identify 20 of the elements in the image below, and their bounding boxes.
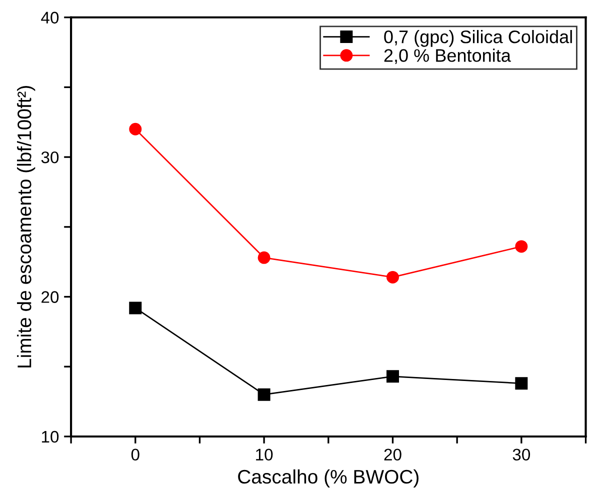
y-tick-label: 40 [41,12,59,24]
point [386,370,399,383]
point [129,122,142,136]
x-tick-label: 30 [512,448,530,461]
point [129,302,142,314]
x-tick-label: 0 [131,448,140,461]
legend-label: 2,0 % Bentonita [384,48,511,64]
y-tick-label: 30 [41,151,59,164]
x-tick-label: 20 [384,448,402,461]
legend-label: 0,7 (gpc) Silica Coloidal [384,30,572,47]
y-tick-label: 20 [42,291,59,303]
x-axis-title: Cascalho (% BWOC) [238,469,418,488]
point [515,377,528,390]
point [386,270,399,284]
x-tick-label: 10 [256,448,273,461]
y-axis-title: Limite de escoamento (lbf/100ft²) [17,86,36,368]
point [258,388,270,401]
point [515,240,528,253]
point [258,251,270,264]
y-tick-label: 10 [42,430,59,443]
